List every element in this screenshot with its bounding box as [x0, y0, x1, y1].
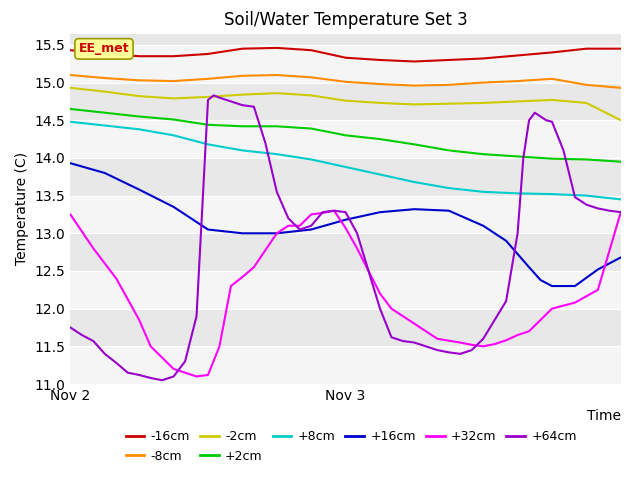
Legend: -16cm, -8cm, -2cm, +2cm, +8cm, +16cm, +32cm, +64cm: -16cm, -8cm, -2cm, +2cm, +8cm, +16cm, +3… [121, 425, 582, 468]
Text: Time: Time [587, 408, 621, 422]
Bar [70, 45, 621, 83]
Y-axis label: Temperature (C): Temperature (C) [15, 152, 29, 265]
Bar [70, 347, 621, 384]
Bar [70, 271, 621, 309]
Bar [70, 196, 621, 233]
Text: EE_met: EE_met [79, 42, 129, 55]
Bar [70, 120, 621, 158]
Title: Soil/Water Temperature Set 3: Soil/Water Temperature Set 3 [224, 11, 467, 29]
